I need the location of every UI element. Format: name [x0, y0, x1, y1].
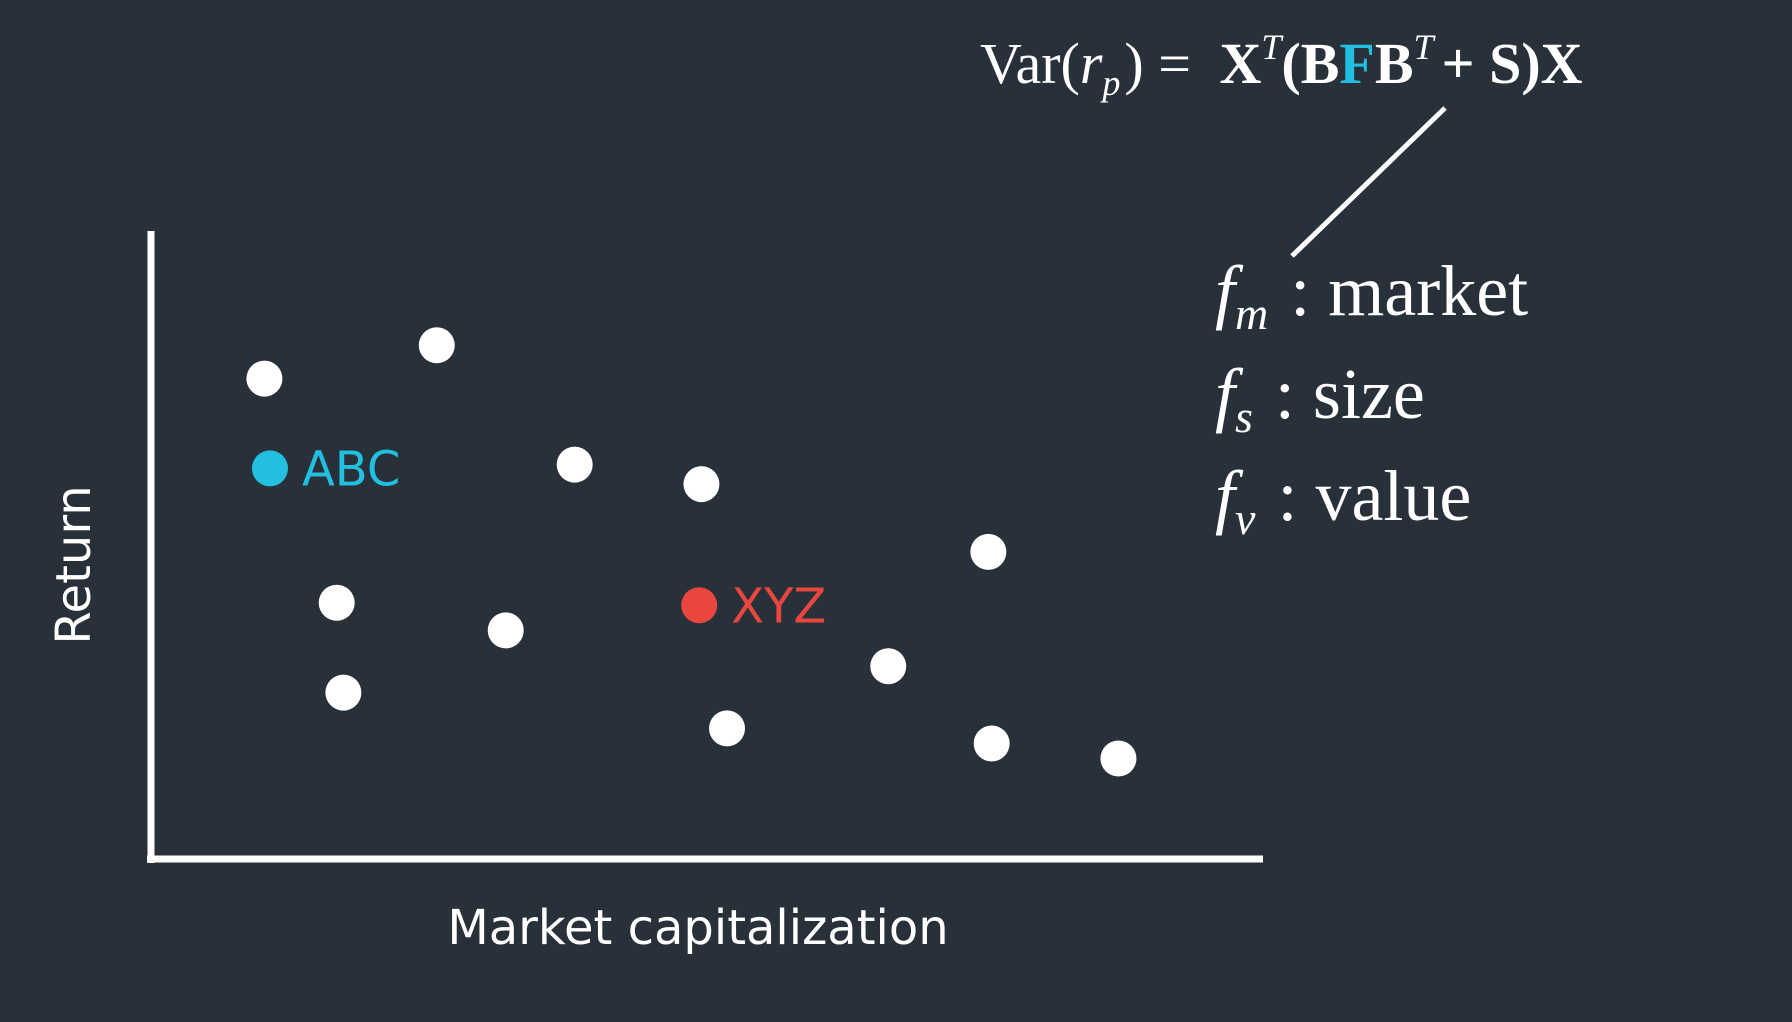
formula-lhs: Var(: [980, 31, 1080, 96]
data-point-6: [487, 612, 524, 649]
formula-plus-s: + S)X: [1442, 31, 1583, 96]
data-point-8: [709, 710, 746, 747]
variance-formula: Var(rp) = XT(BFBT + S)X: [980, 27, 1583, 103]
data-point-10: [970, 533, 1007, 570]
highlight-point-xyz: [681, 587, 718, 624]
data-point-11: [973, 725, 1010, 762]
data-point-12: [1100, 740, 1137, 777]
highlight-label-abc: ABC: [302, 441, 400, 497]
highlight-label-xyz: XYZ: [731, 578, 826, 634]
formula-f-highlight: F: [1339, 31, 1374, 96]
x-axis-label: Market capitalization: [447, 900, 948, 956]
data-point-5: [318, 584, 355, 621]
formula-t2: T: [1414, 27, 1437, 67]
y-axis-label: Return: [46, 485, 102, 644]
pointer-line: [1290, 106, 1447, 258]
highlight-point-abc: [251, 450, 288, 487]
factor-size-label: : size: [1275, 354, 1425, 434]
formula-lhs-r: r: [1080, 31, 1103, 96]
factor-size: fs: size: [1215, 354, 1425, 442]
formula-lhs-close: ) =: [1124, 31, 1191, 96]
formula-lhs-sub: p: [1099, 63, 1120, 103]
factor-size-sub: s: [1235, 391, 1253, 442]
factor-value-sub: v: [1235, 493, 1256, 544]
formula-x: X: [1219, 31, 1261, 96]
data-point-4: [683, 466, 720, 503]
factor-market: fm: market: [1215, 251, 1528, 339]
data-point-1: [246, 360, 283, 397]
formula-t1: T: [1261, 27, 1284, 67]
factor-value: fv: value: [1215, 456, 1471, 544]
data-point-9: [870, 648, 907, 685]
data-point-2: [418, 327, 455, 364]
factor-value-label: : value: [1277, 456, 1471, 536]
data-point-7: [325, 674, 362, 711]
scatter-chart: Market capitalization Return ABC XYZ: [46, 231, 1263, 956]
formula-open-b: (B: [1281, 31, 1339, 96]
factor-market-label: : market: [1290, 251, 1528, 331]
data-point-3: [556, 446, 593, 483]
factor-market-sub: m: [1235, 288, 1268, 339]
formula-b2: B: [1375, 31, 1414, 96]
data-points: ABC XYZ: [246, 327, 1137, 777]
